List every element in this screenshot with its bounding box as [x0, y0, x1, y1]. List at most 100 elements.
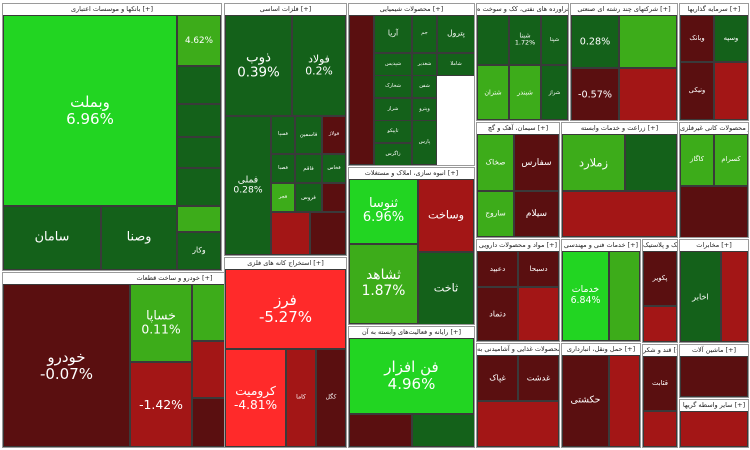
stock-tile[interactable]: شراز — [541, 65, 568, 120]
stock-tile[interactable]: شخارک — [374, 75, 412, 98]
stock-tile[interactable]: ونیکی — [680, 62, 714, 120]
stock-tile[interactable] — [271, 212, 310, 255]
stock-tile[interactable]: فروس — [295, 183, 322, 212]
stock-tile[interactable]: کروميت -4.81% — [225, 349, 286, 447]
stock-tile[interactable] — [477, 401, 559, 447]
stock-tile[interactable]: فجر — [271, 183, 295, 212]
stock-tile[interactable] — [619, 68, 677, 120]
stock-tile[interactable] — [619, 15, 677, 68]
stock-tile[interactable]: فن افزار 4.96% — [349, 338, 474, 414]
stock-tile[interactable]: ثنوسا 6.96% — [349, 179, 418, 244]
stock-tile[interactable]: حکشتی — [562, 355, 609, 447]
stock-tile[interactable]: صخاک — [477, 134, 514, 191]
stock-tile[interactable]: ثشاهد 1.87% — [349, 244, 418, 324]
stock-tile[interactable]: پترول — [437, 15, 474, 53]
stock-tile[interactable]: خساپا 0.11% — [130, 284, 192, 362]
stock-tile[interactable] — [721, 251, 748, 342]
stock-tile[interactable]: کاما — [286, 349, 316, 447]
stock-tile[interactable]: فملی 0.28% — [225, 116, 271, 255]
stock-tile[interactable]: زاگرس — [374, 143, 412, 165]
stock-tile[interactable]: فاسمین — [295, 116, 322, 154]
stock-tile[interactable] — [518, 287, 559, 341]
stock-tile[interactable] — [349, 15, 374, 165]
stock-tile[interactable] — [643, 306, 677, 342]
stock-tile[interactable]: شبنا 1.72% — [509, 15, 541, 65]
stock-tile[interactable] — [412, 414, 474, 447]
stock-tile[interactable]: کسرام — [714, 134, 748, 186]
stock-tile[interactable] — [349, 414, 412, 447]
stock-tile[interactable]: جم — [412, 15, 437, 53]
stock-tile[interactable] — [643, 411, 677, 447]
stock-tile[interactable]: وبملت 6.96% — [3, 15, 177, 206]
stock-tile[interactable]: شغدیر — [412, 53, 437, 76]
stock-tile[interactable]: دسبحا — [518, 251, 559, 287]
stock-tile[interactable] — [177, 168, 221, 206]
stock-tile[interactable] — [609, 355, 640, 447]
stock-tile[interactable] — [177, 137, 221, 168]
stock-tile[interactable]: وبانک — [680, 15, 714, 62]
stock-tile[interactable]: پارس — [412, 120, 437, 165]
stock-symbol: کاما — [296, 393, 306, 401]
stock-tile[interactable]: تاپیکو — [374, 120, 412, 143]
stock-symbol: ثاخت — [433, 281, 459, 295]
stock-tile[interactable]: شراز — [374, 98, 412, 121]
stock-tile[interactable]: ذوب 0.39% — [225, 15, 292, 116]
stock-tile[interactable]: دتماد — [477, 287, 518, 341]
stock-tile[interactable] — [562, 191, 677, 237]
stock-tile[interactable] — [680, 356, 748, 397]
stock-tile[interactable] — [714, 62, 748, 120]
stock-tile[interactable]: شاملا — [437, 53, 474, 76]
stock-tile[interactable] — [177, 66, 221, 104]
stock-tile[interactable]: فسپا — [271, 116, 295, 154]
stock-tile[interactable]: فولاد 0.2% — [292, 15, 346, 116]
stock-tile[interactable]: خدمات 6.84% — [562, 251, 609, 341]
stock-tile[interactable]: وکار — [177, 232, 221, 270]
stock-tile[interactable]: شفن — [412, 75, 437, 98]
stock-tile[interactable]: ثاخت — [418, 252, 474, 324]
stock-tile[interactable]: سفارس — [514, 134, 559, 191]
stock-tile[interactable]: وپترو — [412, 98, 437, 121]
stock-tile[interactable]: شبندر — [509, 65, 541, 120]
stock-tile[interactable]: سیلام — [514, 191, 559, 237]
stock-tile[interactable]: -1.42% — [130, 362, 192, 447]
stock-tile[interactable]: آریا — [374, 15, 412, 53]
stock-tile[interactable] — [625, 134, 677, 191]
stock-tile[interactable] — [310, 212, 346, 255]
stock-tile[interactable]: فخاس — [322, 154, 346, 183]
stock-tile[interactable] — [609, 251, 640, 341]
stock-tile[interactable]: غدشت — [518, 355, 559, 401]
stock-tile[interactable]: شپنا — [541, 15, 568, 65]
stock-tile[interactable]: ساروج — [477, 191, 514, 237]
stock-tile[interactable]: 4.62% — [177, 15, 221, 66]
stock-tile[interactable]: کاگاز — [680, 134, 714, 186]
stock-tile[interactable] — [177, 104, 221, 137]
stock-tile[interactable]: اخابر — [680, 251, 721, 342]
tile-label: 4.62% — [178, 35, 220, 45]
stock-tile[interactable]: دعبید — [477, 251, 518, 287]
stock-tile[interactable]: وصنا — [101, 206, 177, 270]
stock-tile[interactable]: وسپه — [714, 15, 748, 62]
stock-tile[interactable]: فصبا — [271, 154, 295, 183]
stock-tile[interactable]: شتران — [477, 65, 509, 120]
stock-tile[interactable]: قثابت — [643, 356, 677, 411]
stock-tile[interactable]: فاقم — [295, 154, 322, 183]
stock-tile[interactable]: پکویر — [643, 251, 677, 306]
stock-tile[interactable]: وساخت — [418, 179, 474, 252]
tile-label: فملی 0.28% — [226, 174, 270, 196]
stock-tile[interactable] — [177, 206, 221, 232]
stock-tile[interactable] — [477, 15, 509, 65]
stock-tile[interactable]: غپاک — [477, 355, 518, 401]
stock-tile[interactable]: -0.57% — [571, 68, 619, 120]
stock-tile[interactable]: خودرو -0.07% — [3, 284, 130, 447]
stock-tile[interactable] — [680, 186, 748, 237]
stock-tile[interactable]: فرز -5.27% — [225, 269, 346, 349]
stock-tile[interactable] — [680, 411, 748, 447]
stock-tile[interactable]: زملارد — [562, 134, 625, 191]
stock-tile[interactable]: سامان — [3, 206, 101, 270]
stock-tile[interactable]: کگل — [316, 349, 346, 447]
stock-tile[interactable]: 0.28% — [571, 15, 619, 68]
stock-tile[interactable]: فولاژ — [322, 116, 346, 154]
stock-tile[interactable]: شپدیس — [374, 53, 412, 76]
stock-tile[interactable] — [322, 183, 346, 212]
